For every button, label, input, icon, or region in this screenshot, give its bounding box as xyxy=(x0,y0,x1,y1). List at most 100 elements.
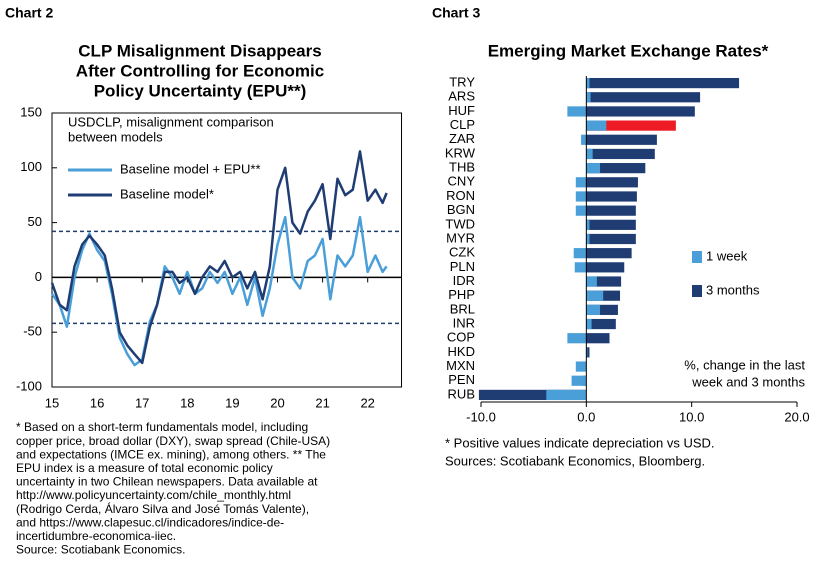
x-tick-label: 10.0 xyxy=(679,409,704,424)
bar xyxy=(574,262,587,273)
y-tick-label: 150 xyxy=(20,104,42,119)
bar xyxy=(586,120,607,131)
category-label: PLN xyxy=(450,259,475,274)
bar xyxy=(573,248,587,259)
category-label: CNY xyxy=(448,174,476,189)
note: week and 3 months xyxy=(691,374,805,389)
chart-header: Chart 2 xyxy=(5,5,53,21)
bar xyxy=(586,163,601,174)
chart-header: Chart 3 xyxy=(432,5,480,21)
category-label: MYR xyxy=(446,230,475,245)
category-label: RON xyxy=(446,188,475,203)
bar xyxy=(586,304,618,315)
category-label: CZK xyxy=(449,245,475,260)
footnote: Source: Scotiabank Economics. xyxy=(16,543,185,557)
x-tick-label: 20 xyxy=(270,395,284,410)
bar xyxy=(586,233,590,245)
x-tick-label: -10.0 xyxy=(466,409,496,424)
footnote: and https://www.clapesuc.cl/indicadores/… xyxy=(16,515,284,529)
x-tick-label: 16 xyxy=(90,395,104,410)
y-tick-label: 100 xyxy=(20,159,42,174)
bar xyxy=(571,375,587,386)
category-label: HKD xyxy=(448,344,475,359)
bar xyxy=(586,233,636,245)
bar xyxy=(586,77,740,89)
bar xyxy=(586,276,622,287)
x-tick-label: 17 xyxy=(135,395,149,410)
category-label: CLP xyxy=(450,117,475,132)
footnote: EPU index is a measure of total economic… xyxy=(16,461,273,475)
footnote: Sources: Scotiabank Economics, Bloomberg… xyxy=(445,453,705,468)
y-tick-label: 0 xyxy=(35,269,42,284)
bar xyxy=(586,148,655,160)
category-label: PEN xyxy=(448,372,475,387)
bar xyxy=(586,347,590,358)
category-label: KRW xyxy=(445,145,476,160)
x-tick-label: 21 xyxy=(315,395,329,410)
category-label: RUB xyxy=(448,386,475,401)
bar xyxy=(586,333,610,344)
x-tick-label: 0.0 xyxy=(577,409,595,424)
category-label: BRL xyxy=(450,301,475,316)
footnote: * Positive values indicate depreciation … xyxy=(445,435,715,450)
bar xyxy=(586,191,637,202)
bar xyxy=(586,276,597,287)
bar xyxy=(586,134,657,145)
category-label: BGN xyxy=(447,202,475,217)
category-label: TRY xyxy=(449,75,475,90)
y-tick-label: -100 xyxy=(16,378,42,393)
legend-label: 1 week xyxy=(706,248,748,263)
bar xyxy=(586,318,592,330)
category-label: HUF xyxy=(448,103,475,118)
bar xyxy=(586,205,636,216)
bar xyxy=(567,333,587,344)
bar xyxy=(546,389,587,401)
bar xyxy=(575,191,587,202)
legend-swatch xyxy=(692,251,702,263)
bar xyxy=(586,120,676,131)
category-label: ZAR xyxy=(449,131,475,146)
y-tick-label: 50 xyxy=(28,214,42,229)
note: %, change in the last xyxy=(684,357,805,372)
chart-title: Emerging Market Exchange Rates* xyxy=(488,41,769,60)
bar xyxy=(586,290,604,301)
footnote: uncertainty in two Chilean newspapers. D… xyxy=(16,475,318,489)
bar xyxy=(586,177,638,188)
category-label: THB xyxy=(449,160,475,175)
chart-title: CLP Misalignment Disappears xyxy=(78,41,321,60)
footnote: * Based on a short-term fundamentals mod… xyxy=(16,420,308,434)
bar xyxy=(586,92,701,103)
series-line xyxy=(50,215,388,367)
subtitle: USDCLP, misalignment comparison xyxy=(68,114,274,129)
bar xyxy=(586,219,636,230)
category-label: ARS xyxy=(448,89,475,104)
bar xyxy=(575,205,587,216)
subtitle: between models xyxy=(68,129,163,144)
footnote: incertidumbre-economica-iiec. xyxy=(16,529,176,543)
category-label: MXN xyxy=(446,358,475,373)
legend-swatch xyxy=(692,285,702,297)
bar xyxy=(586,219,590,230)
bar xyxy=(586,347,588,358)
footnote: (Rodrigo Cerda, Álvaro Silva and José To… xyxy=(16,501,309,516)
series-line xyxy=(50,150,388,365)
bar xyxy=(567,106,587,117)
legend-label: Baseline model* xyxy=(120,186,214,201)
category-label: COP xyxy=(447,330,475,345)
bar xyxy=(586,248,632,259)
bar xyxy=(575,361,587,372)
bar xyxy=(586,318,616,330)
bar xyxy=(478,389,587,401)
x-tick-label: 18 xyxy=(180,395,194,410)
bar xyxy=(586,304,601,315)
bar xyxy=(586,163,646,174)
x-tick-label: 19 xyxy=(225,395,239,410)
chart-title: After Controlling for Economic xyxy=(76,61,324,80)
footnote: http://www.policyuncertainty.com/chile_m… xyxy=(16,488,291,502)
footnote: copper price, broad dollar (DXY), swap s… xyxy=(16,434,330,448)
bar xyxy=(586,262,625,273)
category-label: PHP xyxy=(448,287,475,302)
plot-frame xyxy=(51,112,403,388)
bar xyxy=(586,148,593,160)
